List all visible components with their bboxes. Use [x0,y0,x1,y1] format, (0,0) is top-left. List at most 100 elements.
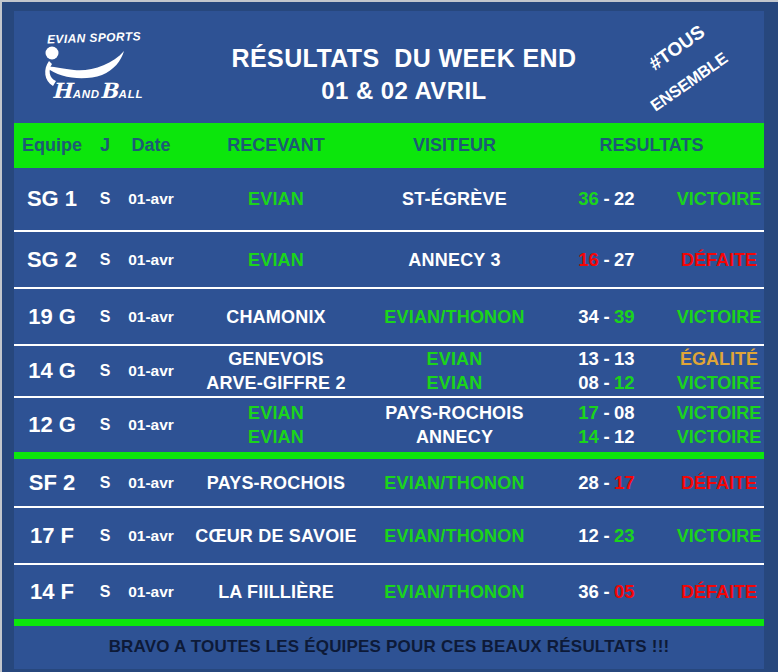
recevant-name: GENEVOIS [182,347,370,371]
score-line: 34-39 [539,305,674,329]
score-home: 34 [578,306,599,327]
score-line: 36-05 [539,580,674,604]
cell-equipe: SG 2 [14,247,90,273]
score-separator: - [599,372,614,393]
table-body: SG 1S01-avrEVIANST-ÉGRÈVE36-22VICTOIRESG… [14,168,764,626]
score-line: 17-08 [539,401,674,425]
cell-visiteur: ANNECY 3 [370,248,539,272]
cell-visiteur: EVIAN/THONON [370,471,539,495]
cell-outcome: VICTOIREVICTOIRE [674,401,764,449]
cell-outcome: DÉFAITE [674,580,764,604]
cell-date: 01-avr [120,251,182,269]
cell-date: 01-avr [120,474,182,492]
table-row-14f: 14 FS01-avrLA FIILLIÈREEVIAN/THONON36-05… [14,565,764,619]
score-away: 12 [614,426,635,447]
score-away: 05 [614,581,635,602]
score-away: 12 [614,372,635,393]
recevant-name: LA FIILLIÈRE [182,580,370,604]
outcome-label: DÉFAITE [674,248,764,272]
cell-journee: S [90,308,120,326]
visiteur-name: EVIAN [370,347,539,371]
score-home: 14 [578,426,599,447]
score-line: 14-12 [539,425,674,449]
score-home: 36 [578,188,599,209]
score-line: 28-17 [539,471,674,495]
cell-outcome: DÉFAITE [674,471,764,495]
cell-equipe: 19 G [14,304,90,330]
score-home: 36 [578,581,599,602]
visiteur-name: ST-ÉGRÈVE [370,187,539,211]
header: EVIAN SPORTS HANDBALL RÉSULTATS DU WEEK … [14,11,764,123]
visiteur-name: EVIAN [370,371,539,395]
cell-score: 34-39 [539,305,674,329]
cell-recevant: EVIANEVIAN [182,401,370,449]
cell-journee: S [90,251,120,269]
visiteur-name: ANNECY [370,425,539,449]
cell-outcome: VICTOIRE [674,524,764,548]
col-header-date: Date [120,135,182,156]
outcome-label: VICTOIRE [674,401,764,425]
cell-journee: S [90,583,120,601]
cell-visiteur: EVIAN/THONON [370,580,539,604]
cell-date: 01-avr [120,416,182,434]
score-separator: - [599,249,614,270]
visiteur-name: EVIAN/THONON [370,471,539,495]
cell-date: 01-avr [120,190,182,208]
cell-visiteur: EVIAN/THONON [370,305,539,329]
score-home: 08 [578,372,599,393]
score-away: 13 [614,348,635,369]
score-separator: - [599,188,614,209]
cell-recevant: CŒUR DE SAVOIE [182,524,370,548]
table-row-17f: 17 FS01-avrCŒUR DE SAVOIEEVIAN/THONON12-… [14,508,764,565]
cell-date: 01-avr [120,308,182,326]
cell-journee: S [90,474,120,492]
recevant-name: EVIAN [182,187,370,211]
recevant-name: EVIAN [182,401,370,425]
cell-journee: S [90,362,120,380]
table-row-19g: 19 GS01-avrCHAMONIXEVIAN/THONON34-39VICT… [14,289,764,346]
score-separator: - [599,525,614,546]
table-header-row: Equipe J Date RECEVANT VISITEUR RESULTAT… [14,123,764,168]
score-away: 23 [614,525,635,546]
score-away: 27 [614,249,635,270]
cell-outcome: DÉFAITE [674,248,764,272]
page-background: EVIAN SPORTS HANDBALL RÉSULTATS DU WEEK … [0,0,778,672]
score-separator: - [599,306,614,327]
outcome-label: VICTOIRE [674,187,764,211]
footer-message: BRAVO A TOUTES LES ÉQUIPES POUR CES BEAU… [14,626,764,668]
recevant-name: CHAMONIX [182,305,370,329]
cell-date: 01-avr [120,362,182,380]
cell-date: 01-avr [120,527,182,545]
cell-recevant: GENEVOISARVE-GIFFRE 2 [182,347,370,395]
cell-equipe: SF 2 [14,470,90,496]
green-divider-bar [14,619,764,626]
cell-recevant: LA FIILLIÈRE [182,580,370,604]
score-away: 08 [614,402,635,423]
cell-score: 13-1308-12 [539,347,674,395]
recevant-name: CŒUR DE SAVOIE [182,524,370,548]
score-separator: - [599,348,614,369]
cell-score: 17-0814-12 [539,401,674,449]
cell-visiteur: EVIAN/THONON [370,524,539,548]
visiteur-name: PAYS-ROCHOIS [370,401,539,425]
score-line: 13-13 [539,347,674,371]
score-home: 28 [578,472,599,493]
visiteur-name: EVIAN/THONON [370,305,539,329]
cell-equipe: SG 1 [14,186,90,212]
score-line: 12-23 [539,524,674,548]
table-row-sf2: SF 2S01-avrPAYS-ROCHOISEVIAN/THONON28-17… [14,459,764,508]
outcome-label: VICTOIRE [674,524,764,548]
cell-recevant: CHAMONIX [182,305,370,329]
cell-visiteur: EVIANEVIAN [370,347,539,395]
cell-equipe: 14 G [14,358,90,384]
outcome-label: VICTOIRE [674,305,764,329]
score-home: 13 [578,348,599,369]
table-row-sg1: SG 1S01-avrEVIANST-ÉGRÈVE36-22VICTOIRE [14,168,764,232]
score-separator: - [599,581,614,602]
col-header-recevant: RECEVANT [182,135,370,156]
col-header-j: J [90,135,120,156]
cell-score: 12-23 [539,524,674,548]
score-home: 16 [578,249,599,270]
visiteur-name: ANNECY 3 [370,248,539,272]
score-separator: - [599,402,614,423]
